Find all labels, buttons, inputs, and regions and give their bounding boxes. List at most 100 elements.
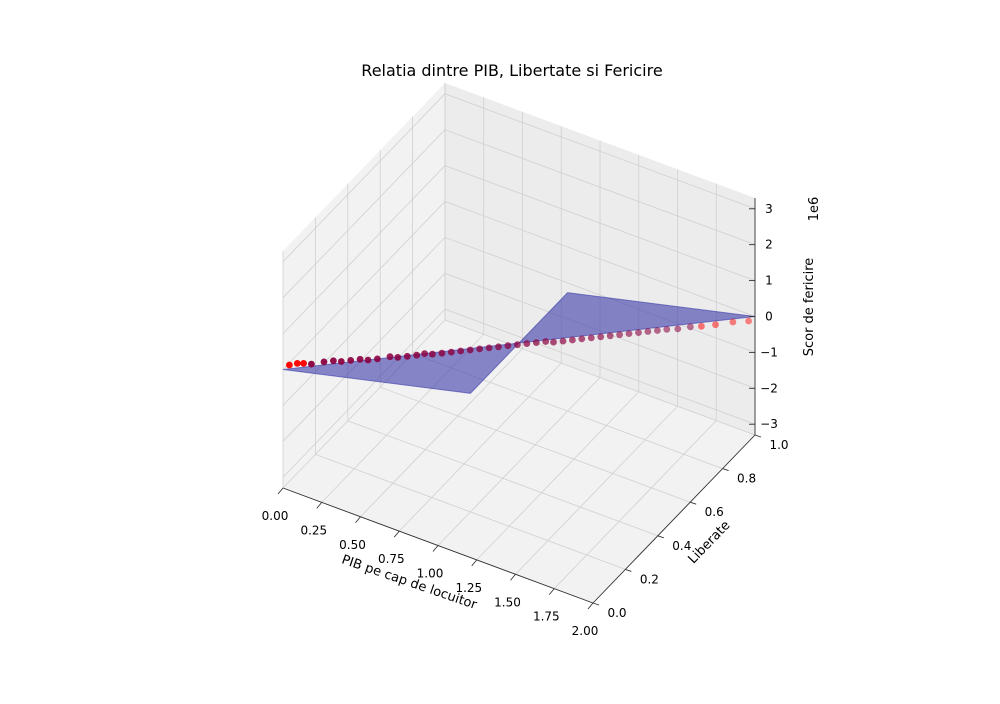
x-tick-mark [393,530,400,538]
data-point [559,337,567,345]
z-tick-label: 3 [765,202,773,216]
data-point [356,355,364,363]
data-point [532,339,540,346]
scatter-points [286,317,752,369]
y-tick-mark [754,434,762,438]
x-tick-label: 1.50 [494,595,521,609]
data-point [485,344,493,352]
z-tick-label: 0 [765,310,773,324]
grid-line-z [282,93,756,263]
grid-line-z [282,308,756,478]
data-point [597,333,605,341]
x-tick-label: 0.25 [300,523,327,537]
data-point [625,330,633,337]
data-point [300,360,307,367]
data-point [386,353,394,361]
data-point [663,326,671,333]
data-point [364,356,372,364]
grid-line-z [282,129,756,298]
data-point [698,322,705,330]
x-tick-mark [432,545,439,552]
z-tick-label: −2 [760,381,778,395]
data-point [569,336,576,344]
x-tick-mark [355,516,361,524]
data-point [308,360,315,368]
grid-line-y [314,217,626,570]
data-point [644,328,652,335]
data-point [745,317,752,325]
y-tick-label: 0.2 [640,572,659,586]
x-tick-mark [277,487,284,495]
z-tick-label: 2 [765,238,773,252]
data-point [421,350,428,357]
data-point [729,318,737,326]
data-point [330,357,337,365]
grid-line-y [379,150,691,503]
y-tick-label: 1.0 [769,438,788,452]
y-tick-mark [690,501,697,505]
x-tick-label: 0.75 [378,552,405,566]
x-tick-label: 0.00 [262,509,289,523]
data-point [337,358,345,365]
x-tick-label: 1.75 [533,610,560,624]
data-point [523,340,531,347]
data-point [495,343,502,351]
data-point [286,361,293,369]
data-point [347,357,355,364]
data-point [457,347,465,355]
x-tick-mark [548,588,555,595]
grid-line-z [282,165,756,334]
data-point [616,331,623,339]
y-tick-label: 0.0 [607,606,626,620]
y-tick-label: 0.6 [705,505,724,519]
grid-line-z [282,201,756,370]
y-tick-mark [657,535,664,539]
y-tick-mark [722,468,729,472]
x-tick-label: 1.00 [417,567,444,581]
y-axis-line [592,434,756,604]
data-point [550,338,557,346]
grid-line-y [444,83,756,436]
data-point [635,329,642,336]
data-point [374,355,381,363]
data-point [438,349,446,357]
x-tick-label: 0.50 [339,538,366,552]
data-point [587,334,595,342]
grid-line-z [282,272,756,442]
z-offset-label: 1e6 [807,197,822,222]
data-point [606,332,614,340]
data-point [413,351,421,359]
z-tick-label: 1 [765,274,773,288]
data-point [514,341,521,349]
y-tick-mark [625,568,632,572]
y-tick-label: 0.8 [737,472,756,486]
data-point [429,350,436,358]
data-point [476,345,483,353]
data-point [394,354,402,361]
x-tick-mark [471,559,478,567]
data-point [293,360,301,367]
grid-line-y [412,116,723,469]
z-axis-label: Scor de fericire [802,258,817,357]
y-axis-label: Liberate [685,518,733,567]
grid-line-y [347,183,658,537]
data-point [320,358,328,366]
y-tick-label: 0.4 [672,539,691,553]
data-point [712,321,719,329]
x-tick-mark [316,502,323,509]
data-point [466,346,474,354]
data-point [687,323,694,331]
data-point [542,338,550,345]
data-point [403,352,411,360]
data-point [578,335,586,343]
data-point [504,342,512,350]
data-point [674,325,682,333]
y-tick-mark [592,602,600,606]
chart-title: Relatia dintre PIB, Libertate si Fericir… [361,61,662,80]
x-tick-mark [510,573,516,581]
z-tick-label: −3 [760,417,778,431]
tick-labels: 0.000.250.500.751.001.251.501.752.000.00… [262,202,789,638]
x-tick-label: 2.00 [572,624,599,638]
